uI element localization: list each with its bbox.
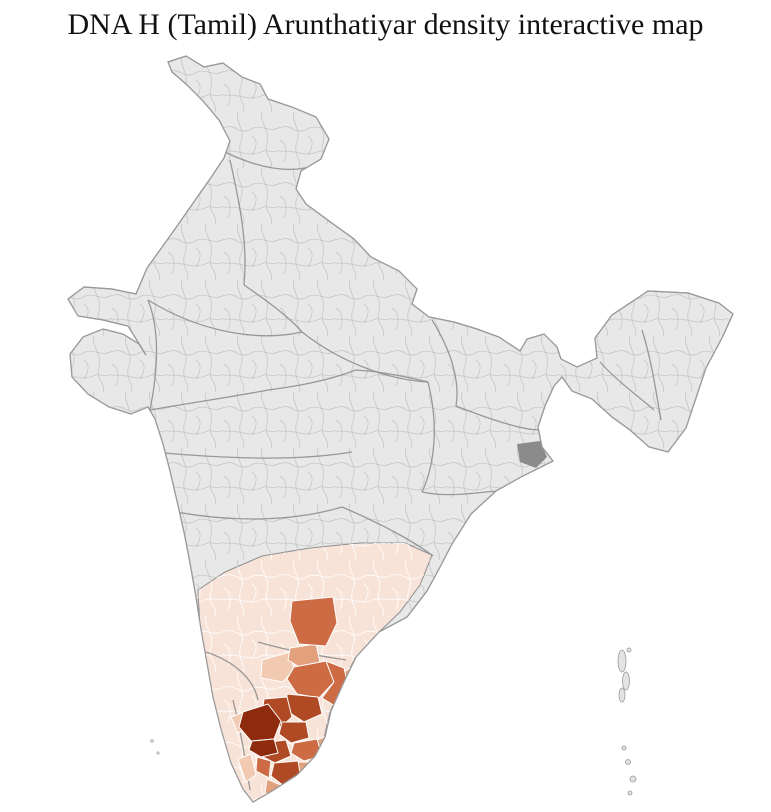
district[interactable] <box>290 597 337 646</box>
district[interactable] <box>298 762 317 783</box>
district-grid-overlay <box>68 56 733 802</box>
district[interactable] <box>256 757 271 778</box>
state-borders <box>148 152 661 790</box>
district[interactable] <box>249 739 278 757</box>
lakshadweep-islands[interactable] <box>150 739 160 755</box>
district[interactable] <box>279 722 309 743</box>
district-highlight-gray[interactable] <box>517 441 547 468</box>
map-title: DNA H (Tamil) Arunthatiyar density inter… <box>67 8 704 41</box>
nicobar-islands[interactable] <box>621 745 637 796</box>
andaman-islands[interactable] <box>617 647 632 703</box>
district[interactable] <box>238 754 256 782</box>
